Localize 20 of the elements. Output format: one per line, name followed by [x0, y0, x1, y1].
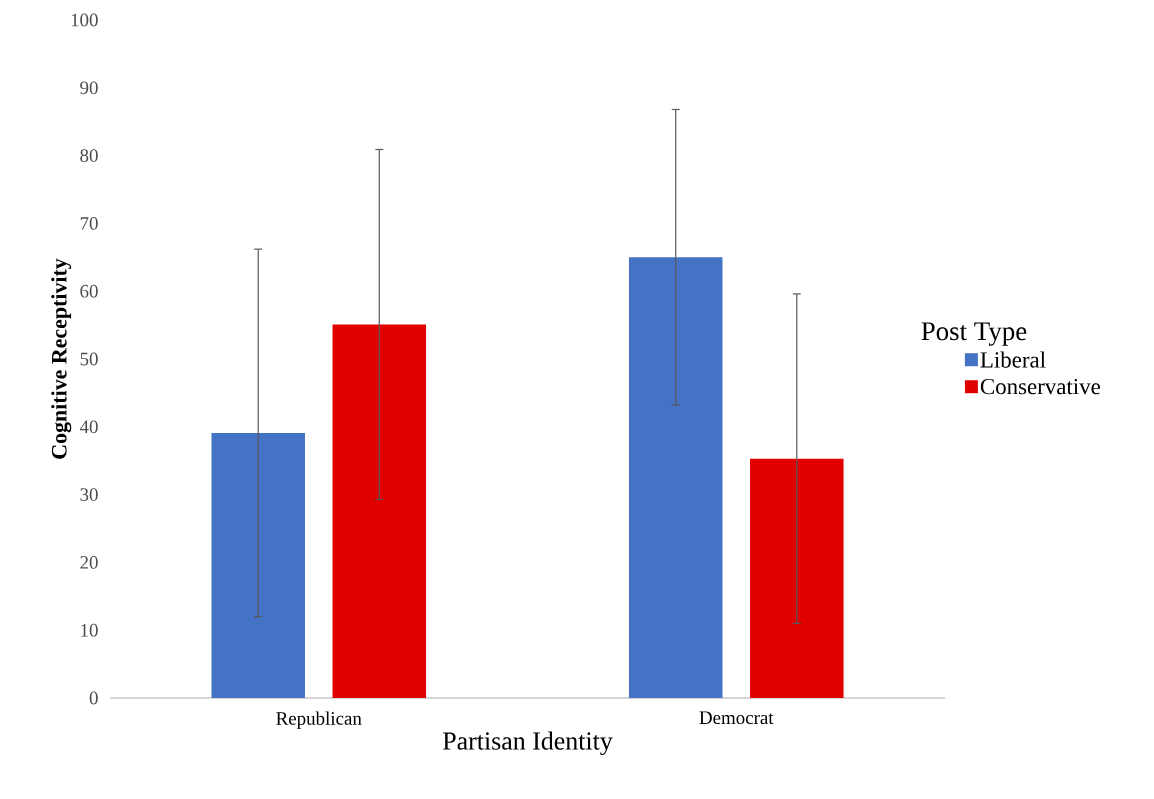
x-tick-label: Republican	[276, 711, 362, 729]
y-axis-title: Cognitive Receptivity	[51, 258, 72, 459]
y-tick-label: 100	[71, 13, 98, 27]
y-tick-label: 40	[79, 420, 98, 434]
y-tick-label: 30	[80, 488, 98, 501]
bar	[628, 257, 723, 698]
y-tick-label: 20	[80, 556, 98, 569]
y-tick-label: 60	[80, 284, 98, 298]
x-tick-label: Democrat	[699, 711, 774, 725]
bar	[332, 324, 427, 698]
legend-label: Liberal	[980, 351, 1046, 368]
y-tick-label: 50	[80, 352, 98, 366]
x-axis-title: Partisan Identity	[443, 731, 613, 756]
legend-label: Conservative	[980, 378, 1101, 395]
y-tick-label: 10	[81, 623, 98, 637]
y-tick-label: 80	[80, 149, 98, 162]
y-tick-label: 70	[80, 217, 98, 230]
y-tick-label: 0	[89, 691, 98, 705]
legend-title: Post Type	[921, 322, 1027, 346]
y-tick-label: 90	[80, 81, 98, 95]
